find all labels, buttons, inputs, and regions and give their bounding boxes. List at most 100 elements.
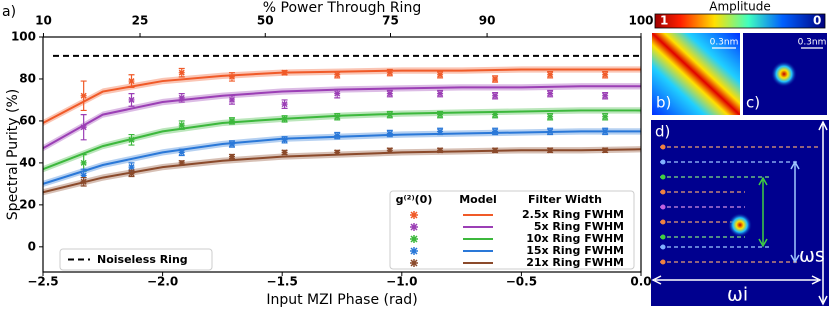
x2-tick-label: 50 [257,14,274,28]
data-point [128,78,135,85]
x-axis-label: Input MZI Phase (rad) [266,292,417,308]
data-point [281,69,288,76]
legend-label: Noiseless Ring [97,253,188,266]
data-point [492,75,499,82]
x2-tick-label: 75 [382,14,399,28]
data-point [492,128,499,135]
data-point [602,128,609,135]
data-point [386,111,393,118]
data-point [602,92,609,99]
data-point [547,147,554,154]
x2-tick-label: 25 [132,14,149,28]
model-band [43,83,641,152]
legend-marker [410,223,418,231]
plot-area: −2.5 −2.0 −1.5 −1.0 −0.5 0.0 0 20 40 60 80 100 10 25 5… [5,0,654,308]
data-point [228,73,235,80]
colorbar [654,13,826,29]
model-line [42,148,642,194]
legend-marker [410,235,418,243]
data-point [334,90,341,97]
legend-label: 5x Ring FWHM [534,220,624,233]
model-line [42,130,641,185]
top-axis-label: % Power Through Ring [263,0,421,16]
x-tick-label: −0.5 [506,275,537,289]
data-point [178,159,185,166]
jsa-spot [728,213,752,237]
data-point [386,147,393,154]
legend-label: 10x Ring FWHM [526,232,624,245]
x-tick-label: −1.5 [267,275,298,289]
y-tick-label: 0 [28,239,36,253]
data-point [334,71,341,78]
data-point [547,113,554,120]
data-point [334,132,341,139]
panel-b [652,33,740,115]
data-point [437,128,444,135]
x-tick-label: −2.0 [147,275,178,289]
data-point [281,136,288,143]
data-point [281,149,288,156]
x2-tick-label: 90 [479,14,496,28]
data-point [178,94,185,101]
model-band [43,128,641,188]
data-point [437,71,444,78]
model-line [42,85,641,150]
x-tick-label: −1.0 [386,275,417,289]
data-point [386,69,393,76]
data-point [281,115,288,122]
panel-label: d) [655,123,670,141]
data-point [178,122,185,129]
jsa-spot [771,61,797,87]
x2-tick-label: 100 [628,14,653,28]
data-point [386,90,393,97]
panel-label: a) [2,4,16,20]
legend-box [389,190,635,270]
data-point [128,170,135,177]
legend-label: 15x Ring FWHM [526,244,624,257]
legend-box [59,248,213,271]
data-point [128,96,135,103]
y-tick-label: 20 [19,197,36,211]
data-point [602,147,609,154]
data-point [334,113,341,120]
data-point [228,140,235,148]
data-point [492,111,499,118]
panel-label: b) [656,94,671,112]
data-point [492,147,499,154]
x-tick-label: 0.0 [630,275,651,289]
legend-marker [410,259,418,267]
legend-header: g⁽²⁾(0) [396,193,433,206]
data-point [386,130,393,137]
scale-label: 0.3nm [710,38,739,48]
legend-marker [410,247,418,255]
legend-label: 2.5x Ring FWHM [522,208,624,221]
panel-label: c) [746,94,760,112]
data-point [178,69,185,76]
legend-marker [410,211,418,219]
mode-dots [660,144,666,265]
data-point [228,96,235,103]
colorbar-tick: 1 [660,14,668,28]
x-tick-label: −2.5 [27,275,58,289]
y-tick-label: 80 [19,71,36,85]
data-point [334,149,341,156]
y-axis-label: Spectral Purity (%) [5,89,21,220]
data-point [80,124,87,131]
data-point [437,111,444,118]
data-point [80,178,87,185]
data-point [492,92,499,99]
data-point [602,113,609,120]
insets: Amplitude 1 0 0.3nm b) 0.3nm c) [651,0,829,306]
legend-header: Model [459,193,497,206]
data-point [281,101,288,108]
y-tick-label: 100 [11,30,36,44]
data-point [128,164,135,171]
model-band [43,66,641,127]
legend-label: 21x Ring FWHM [526,256,624,269]
omega-s: ωs [799,245,825,267]
axes-frame [42,36,642,273]
data-point [128,136,135,143]
x2-tick-label: 10 [35,14,52,28]
data-point [602,71,609,78]
